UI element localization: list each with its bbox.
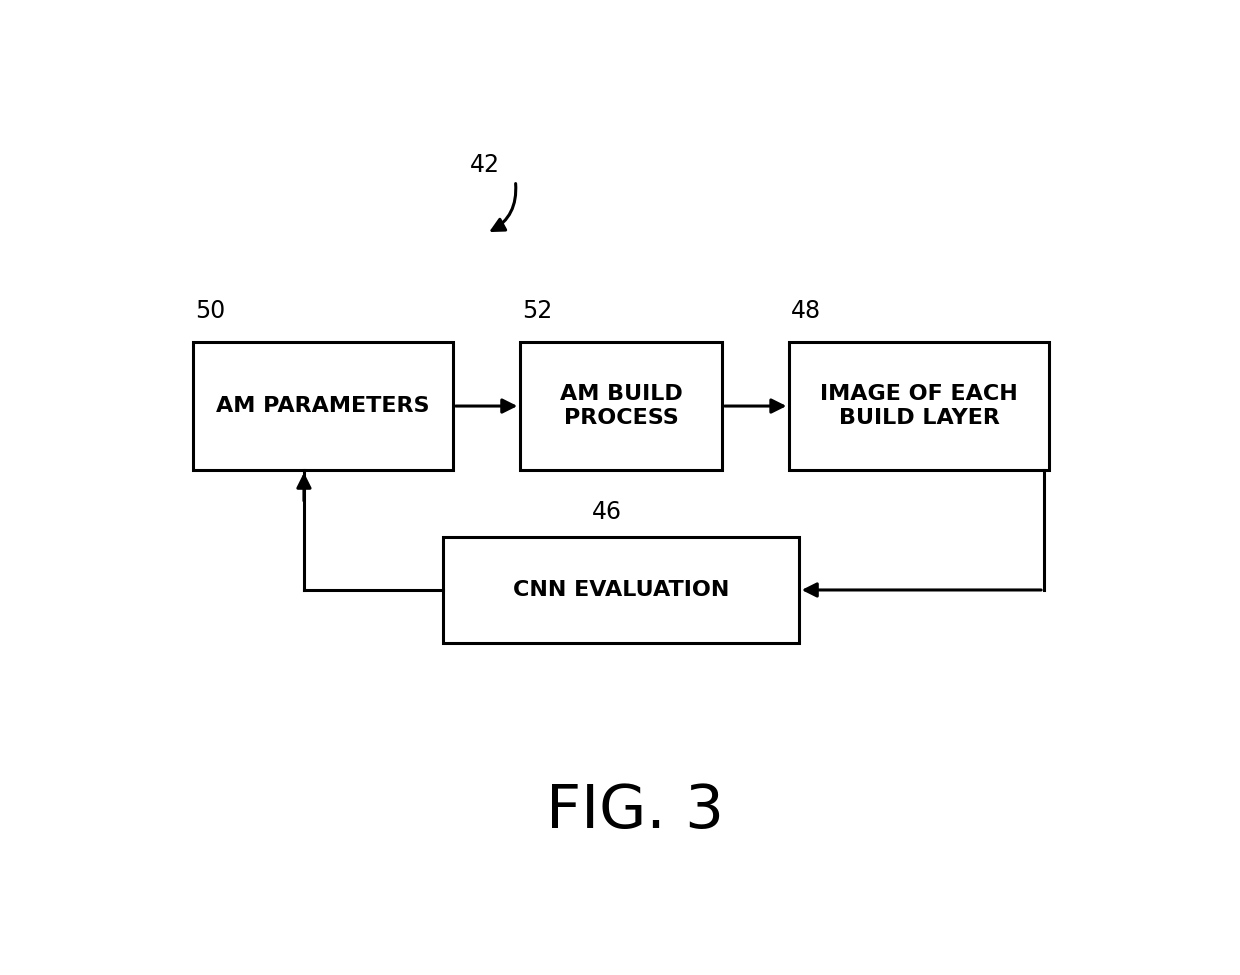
Text: 50: 50 [196, 299, 226, 324]
Text: 42: 42 [470, 153, 500, 177]
Text: 46: 46 [593, 500, 622, 524]
Text: AM BUILD
PROCESS: AM BUILD PROCESS [559, 384, 682, 428]
Text: 52: 52 [522, 299, 552, 324]
Text: 48: 48 [791, 299, 821, 324]
FancyBboxPatch shape [789, 342, 1049, 470]
Text: FIG. 3: FIG. 3 [547, 782, 724, 841]
FancyBboxPatch shape [193, 342, 453, 470]
Text: IMAGE OF EACH
BUILD LAYER: IMAGE OF EACH BUILD LAYER [820, 384, 1018, 428]
Text: AM PARAMETERS: AM PARAMETERS [217, 396, 430, 416]
Text: CNN EVALUATION: CNN EVALUATION [513, 580, 729, 600]
FancyArrowPatch shape [492, 183, 516, 230]
FancyBboxPatch shape [444, 537, 799, 643]
FancyBboxPatch shape [521, 342, 722, 470]
